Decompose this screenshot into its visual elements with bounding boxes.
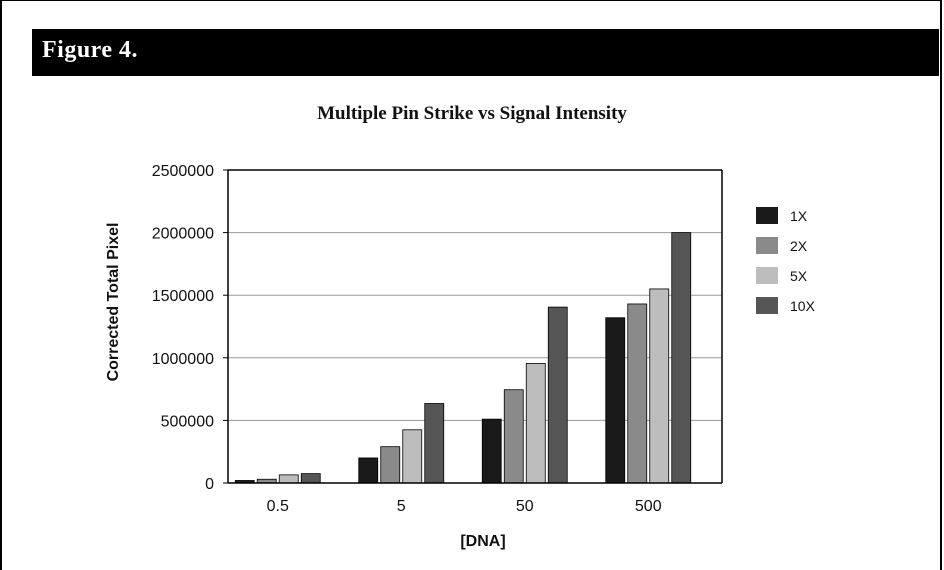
x-tick-label: 0.5 (267, 498, 289, 515)
legend: 1X 2X 5X 10X (756, 207, 816, 314)
bar-10x-500 (671, 232, 692, 484)
legend-label-5x: 5X (790, 268, 808, 284)
y-tick-label: 1000000 (152, 351, 214, 368)
bar-5x-5 (402, 429, 423, 484)
y-tick-label: 500000 (161, 413, 214, 430)
bar-5x-500 (649, 288, 670, 484)
figure-banner (32, 29, 939, 76)
bar-5x-0.5 (278, 474, 299, 484)
x-tick-label: 50 (516, 498, 534, 515)
y-tick-label: 2000000 (152, 226, 214, 243)
bar-1x-500 (605, 317, 626, 484)
y-tick-label: 0 (205, 476, 214, 493)
legend-label-2x: 2X (790, 238, 808, 254)
bar-10x-0.5 (300, 473, 321, 484)
legend-swatch-10x (756, 297, 778, 314)
legend-label-1x: 1X (790, 208, 808, 224)
bar-1x-5 (358, 457, 379, 484)
legend-swatch-2x (756, 237, 778, 254)
bar-5x-50 (525, 363, 546, 484)
bar-1x-50 (481, 418, 502, 484)
legend-label-10x: 10X (790, 298, 816, 314)
legend-swatch-5x (756, 267, 778, 284)
bars (234, 232, 692, 484)
x-tick-label: 5 (397, 498, 406, 515)
bar-10x-5 (424, 403, 445, 484)
chart-title: Multiple Pin Strike vs Signal Intensity (317, 103, 627, 124)
x-tick-labels: 0.5 5 50 500 (267, 498, 662, 515)
legend-swatch-1x (756, 207, 778, 224)
y-tick-labels: 0 500000 1000000 1500000 2000000 2500000 (152, 163, 214, 493)
x-axis-label: [DNA] (460, 533, 505, 550)
bar-2x-5 (380, 446, 401, 484)
figure-label: Figure 4. (42, 37, 139, 63)
y-tick-label: 2500000 (152, 163, 214, 180)
y-axis-label: Corrected Total Pixel (105, 223, 122, 382)
axes (223, 169, 723, 484)
x-tick-label: 500 (635, 498, 662, 515)
bar-2x-500 (627, 303, 648, 484)
y-tick-label: 1500000 (152, 288, 214, 305)
bar-10x-50 (547, 306, 568, 484)
gridlines (228, 169, 722, 421)
bar-2x-50 (503, 389, 524, 484)
